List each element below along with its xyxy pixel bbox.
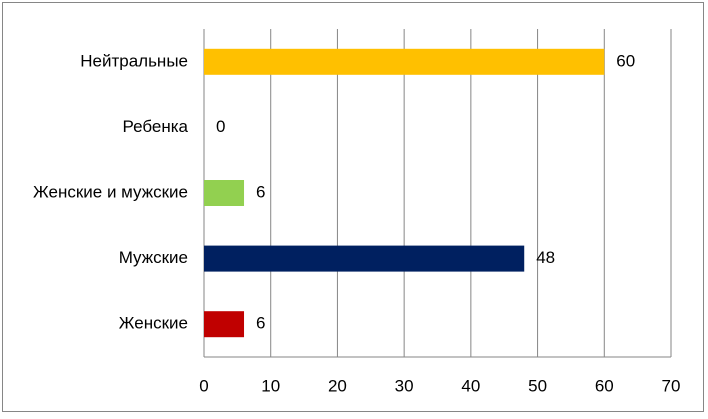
value-label: 6 [256,182,265,201]
y-tick-label: Ребенка [122,117,188,136]
y-tick-label: Нейтральные [80,51,188,70]
y-tick-label: Женские [119,314,188,333]
x-tick-label: 10 [261,376,280,395]
value-label: 0 [216,117,225,136]
y-tick-label: Женские и мужские [33,182,188,201]
x-tick-label: 0 [199,376,208,395]
bar [204,180,245,206]
x-tick-label: 40 [461,376,480,395]
value-label: 60 [616,51,635,70]
bar [204,48,605,75]
x-tick-label: 50 [528,376,547,395]
x-tick-label: 30 [395,376,414,395]
x-tick-label: 60 [595,376,614,395]
bar [204,311,245,338]
value-label: 48 [536,248,555,267]
y-tick-label: Мужские [119,248,188,267]
bar [204,245,525,272]
x-tick-label: 70 [662,376,681,395]
x-tick-label: 20 [328,376,347,395]
value-label: 6 [256,314,265,333]
